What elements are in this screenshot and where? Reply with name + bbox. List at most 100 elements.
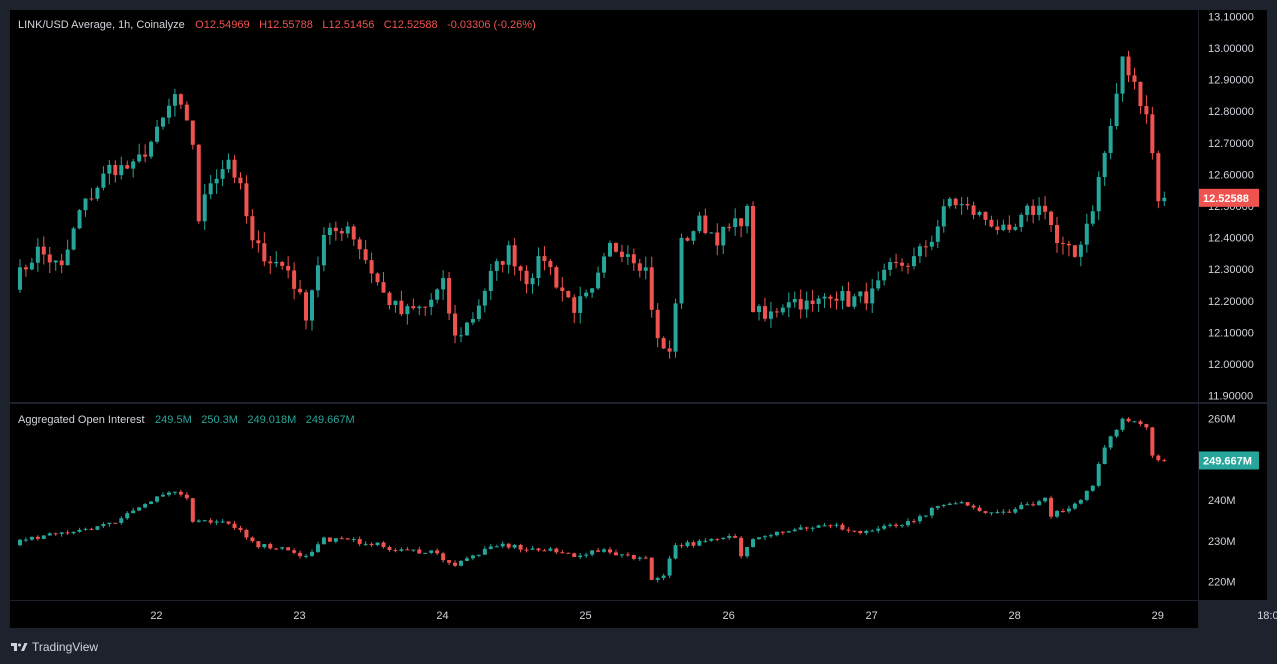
price-candle[interactable] xyxy=(757,306,761,313)
oi-candle[interactable] xyxy=(1114,429,1119,437)
oi-candle[interactable] xyxy=(965,502,970,506)
oi-candle[interactable] xyxy=(1007,511,1012,513)
price-candle[interactable] xyxy=(917,246,922,257)
oi-candle[interactable] xyxy=(578,555,583,558)
oi-candle[interactable] xyxy=(661,575,666,578)
oi-candle[interactable] xyxy=(977,507,982,512)
price-candle[interactable] xyxy=(846,291,851,307)
price-candle[interactable] xyxy=(673,303,678,352)
price-candle[interactable] xyxy=(798,299,803,310)
oi-candle[interactable] xyxy=(679,545,684,547)
price-candle[interactable] xyxy=(369,260,374,274)
price-candle[interactable] xyxy=(1049,211,1054,226)
oi-candle[interactable] xyxy=(1031,504,1036,506)
price-candle[interactable] xyxy=(447,278,452,314)
price-candle[interactable] xyxy=(542,256,547,262)
price-candle[interactable] xyxy=(858,291,863,297)
price-candle[interactable] xyxy=(923,246,928,248)
oi-candle[interactable] xyxy=(1066,508,1071,512)
oi-candle[interactable] xyxy=(613,552,618,556)
price-candle[interactable] xyxy=(256,240,261,244)
oi-candle[interactable] xyxy=(572,553,577,558)
oi-candle[interactable] xyxy=(1084,490,1089,500)
oi-candle[interactable] xyxy=(137,507,142,511)
oi-candle[interactable] xyxy=(476,554,481,556)
oi-candle[interactable] xyxy=(757,537,761,540)
oi-candle[interactable] xyxy=(83,528,88,530)
oi-candle[interactable] xyxy=(232,523,237,528)
price-candle[interactable] xyxy=(649,267,654,310)
oi-candle[interactable] xyxy=(852,530,857,532)
oi-candle[interactable] xyxy=(1096,464,1101,486)
price-candle[interactable] xyxy=(321,235,326,266)
oi-candle[interactable] xyxy=(768,535,773,537)
oi-candle[interactable] xyxy=(828,525,833,527)
oi-candle[interactable] xyxy=(149,501,154,505)
oi-candle[interactable] xyxy=(870,530,875,532)
oi-candle[interactable] xyxy=(548,548,553,551)
oi-candle[interactable] xyxy=(166,492,171,495)
price-candle[interactable] xyxy=(1078,244,1083,257)
price-candle[interactable] xyxy=(1007,224,1012,230)
oi-candle[interactable] xyxy=(506,543,511,548)
oi-candle[interactable] xyxy=(244,529,249,538)
oi-candle[interactable] xyxy=(113,522,118,524)
price-candle[interactable] xyxy=(739,218,744,227)
price-candle[interactable] xyxy=(387,292,392,306)
oi-candle[interactable] xyxy=(590,550,595,555)
price-candle[interactable] xyxy=(333,227,338,232)
price-candle[interactable] xyxy=(304,292,309,321)
oi-candle[interactable] xyxy=(161,494,165,497)
oi-candle[interactable] xyxy=(864,530,869,534)
price-candle[interactable] xyxy=(482,290,487,306)
oi-candle[interactable] xyxy=(274,548,279,550)
price-candle[interactable] xyxy=(1156,153,1161,202)
price-candle[interactable] xyxy=(1025,205,1030,215)
oi-candle[interactable] xyxy=(41,535,46,539)
oi-candle[interactable] xyxy=(1156,455,1161,461)
oi-candle[interactable] xyxy=(494,546,499,548)
oi-candle[interactable] xyxy=(345,538,350,540)
oi-candle[interactable] xyxy=(1078,499,1083,504)
price-candle[interactable] xyxy=(310,290,314,321)
price-candle[interactable] xyxy=(1001,224,1006,231)
price-candle[interactable] xyxy=(643,267,648,271)
price-candle[interactable] xyxy=(357,239,362,250)
price-candle[interactable] xyxy=(429,299,434,307)
oi-candle[interactable] xyxy=(369,543,374,546)
price-candle[interactable] xyxy=(727,226,732,228)
oi-candle[interactable] xyxy=(417,549,422,554)
oi-candle[interactable] xyxy=(542,550,547,552)
oi-candle[interactable] xyxy=(411,549,416,551)
price-candle[interactable] xyxy=(679,237,684,304)
time-axis[interactable] xyxy=(10,601,1198,628)
oi-candle[interactable] xyxy=(834,524,839,526)
oi-candle[interactable] xyxy=(673,545,678,559)
oi-candle[interactable] xyxy=(184,494,189,499)
oi-candle[interactable] xyxy=(751,539,756,548)
price-candle[interactable] xyxy=(89,198,94,200)
oi-candle[interactable] xyxy=(602,549,607,552)
oi-candle[interactable] xyxy=(876,528,881,531)
oi-candle[interactable] xyxy=(1013,509,1018,513)
oi-candle[interactable] xyxy=(917,516,922,522)
price-candle[interactable] xyxy=(351,226,356,240)
price-candle[interactable] xyxy=(822,296,827,299)
price-candle[interactable] xyxy=(137,154,142,162)
price-candle[interactable] xyxy=(637,263,642,271)
oi-candle[interactable] xyxy=(935,506,940,508)
oi-candle[interactable] xyxy=(947,503,952,506)
oi-candle[interactable] xyxy=(715,538,720,540)
price-pane[interactable] xyxy=(10,10,1198,402)
price-candle[interactable] xyxy=(29,262,34,270)
price-candle[interactable] xyxy=(661,338,666,349)
price-candle[interactable] xyxy=(381,282,386,293)
oi-candle[interactable] xyxy=(798,527,803,530)
oi-candle[interactable] xyxy=(500,543,505,547)
oi-candle[interactable] xyxy=(929,507,934,516)
price-candle[interactable] xyxy=(667,348,672,352)
oi-candle[interactable] xyxy=(608,549,612,553)
price-candle[interactable] xyxy=(1108,125,1113,153)
oi-candle[interactable] xyxy=(983,511,988,513)
oi-candle[interactable] xyxy=(733,536,738,538)
